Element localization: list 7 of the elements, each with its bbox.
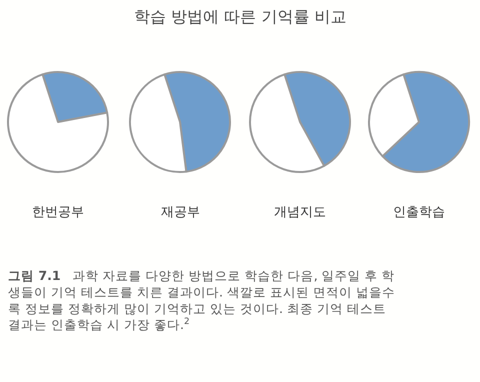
text: 인출학습 bbox=[393, 205, 445, 220]
text: 학습 방법에 따른 기억률 비교 bbox=[134, 7, 346, 26]
text: 개념지도 bbox=[274, 205, 326, 220]
text: 재공부 bbox=[161, 205, 200, 220]
text: 한번공부 bbox=[32, 205, 84, 220]
caption: 그림 7.1 bbox=[8, 268, 61, 283]
pie-slice bbox=[7, 73, 109, 173]
